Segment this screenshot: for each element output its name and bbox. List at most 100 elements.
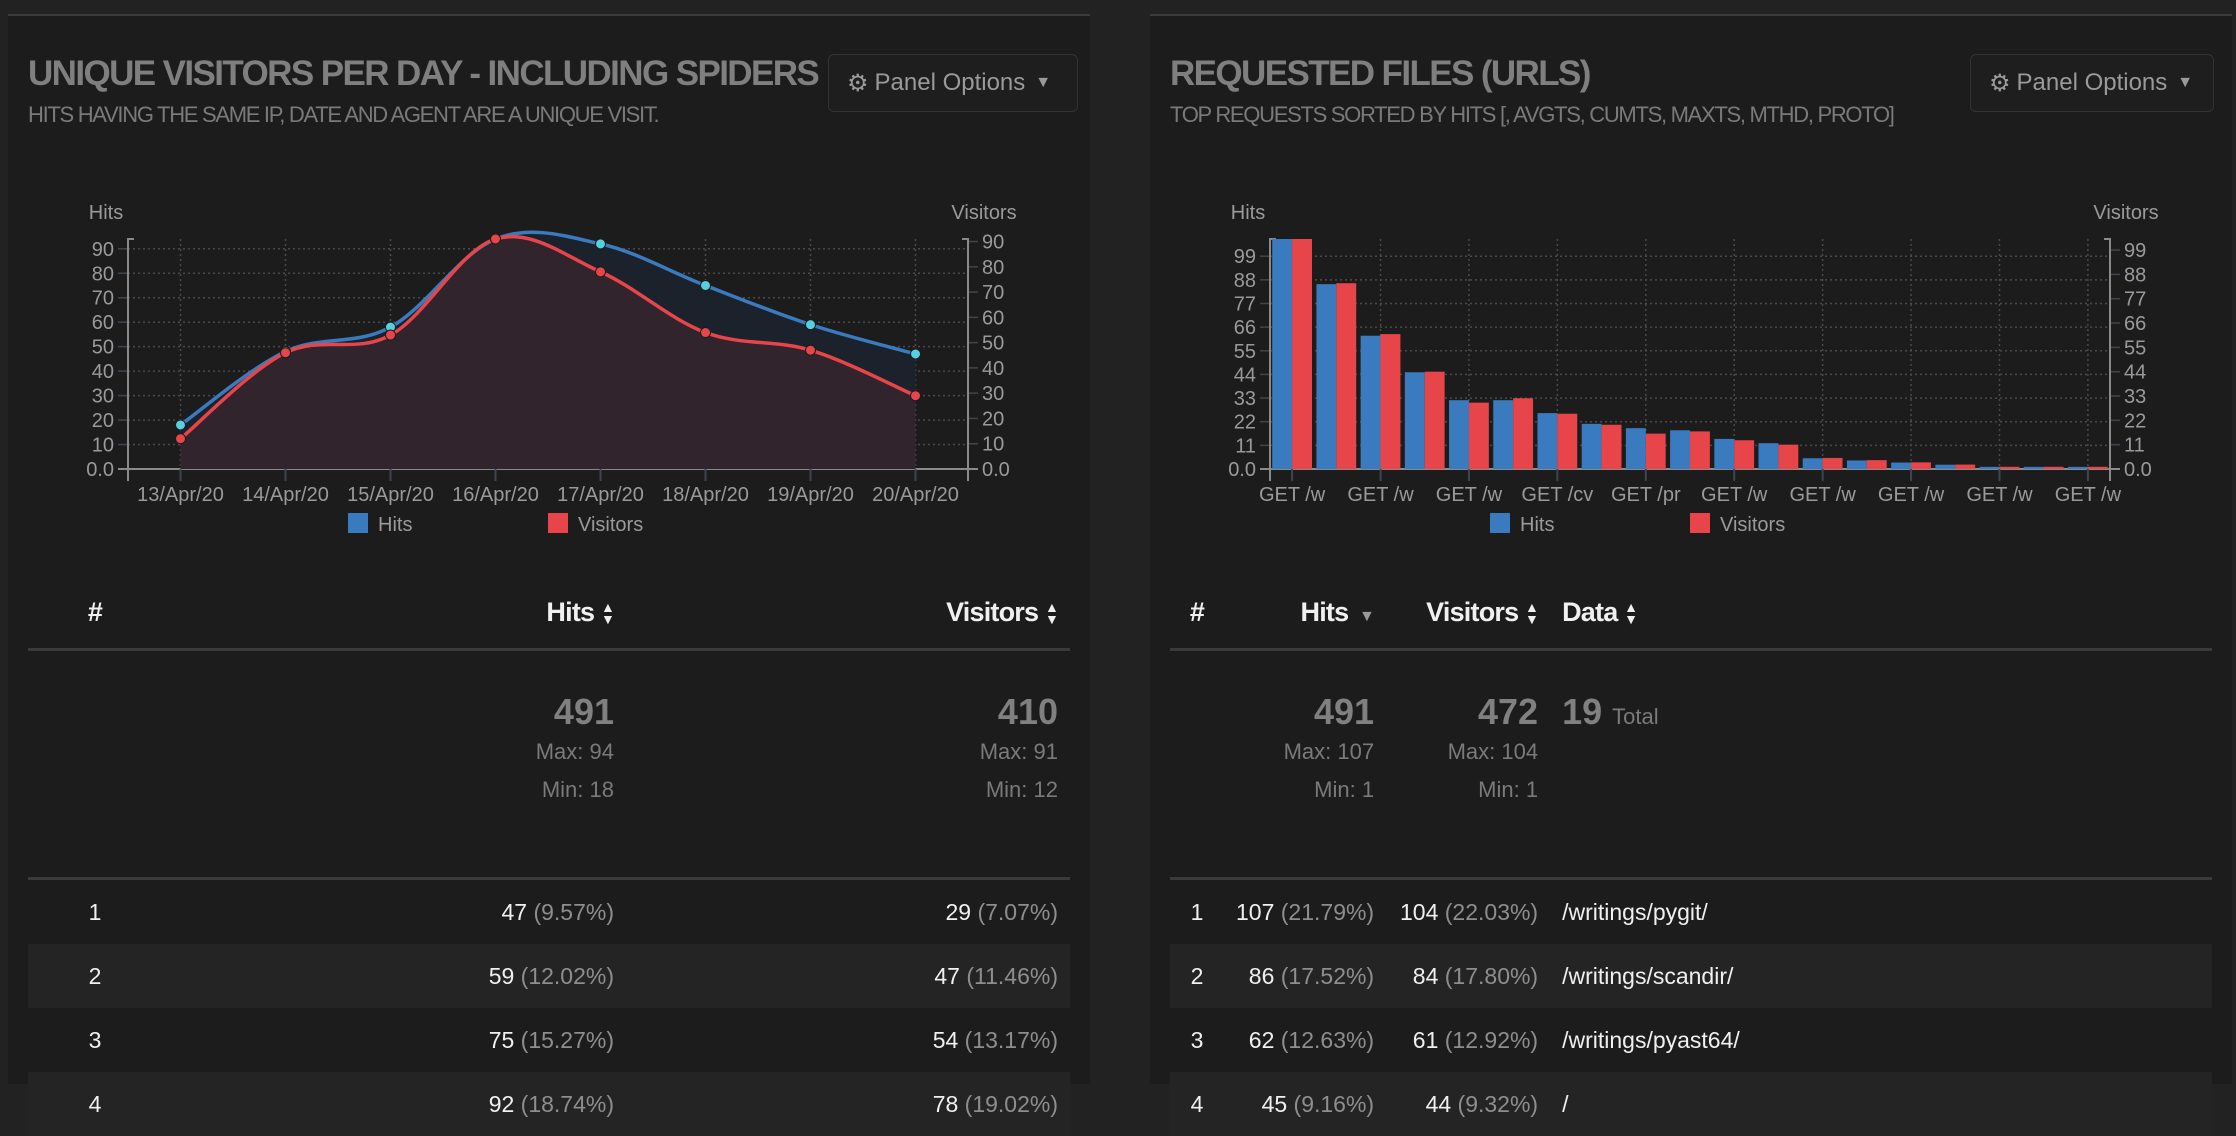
- bar-hits: [1360, 335, 1381, 469]
- hits-total: 491: [1314, 691, 1375, 732]
- y2-tick-label: 80: [982, 257, 1004, 279]
- y-tick-label: 60: [92, 312, 114, 334]
- bar-visitors: [1292, 239, 1312, 469]
- visitors-total: 410: [997, 691, 1058, 732]
- bar-hits: [1846, 460, 1867, 469]
- row-visitors: 44 (9.32%): [1386, 1072, 1551, 1136]
- column-header-visitors[interactable]: Visitors ▲ ▼: [1386, 576, 1551, 651]
- column-header-data[interactable]: Data ▲ ▼: [1550, 576, 2212, 651]
- y2-tick-label: 77: [2124, 289, 2146, 311]
- caret-down-icon: ▼: [1035, 74, 1052, 91]
- bar-hits: [1802, 458, 1823, 469]
- row-index: 4: [28, 1072, 162, 1136]
- x-tick-label: GET /w: [1436, 484, 1503, 506]
- table-row[interactable]: 3 75 (15.27%) 54 (13.17%): [28, 1008, 1070, 1072]
- table-row[interactable]: 4 92 (18.74%) 78 (19.02%): [28, 1072, 1070, 1136]
- column-header-hits[interactable]: Hits ▲ ▼: [162, 576, 626, 651]
- panel-title: REQUESTED FILES (URLS): [1170, 54, 1591, 93]
- legend-swatch-visitors: [548, 513, 568, 533]
- column-header-hits[interactable]: Hits ▼: [1224, 576, 1387, 651]
- row-index: 2: [1170, 944, 1224, 1008]
- sort-desc-icon: ▼: [1359, 607, 1375, 625]
- bar-visitors: [1955, 464, 1976, 469]
- y2-tick-label: 33: [2124, 386, 2146, 408]
- bar-hits: [1581, 423, 1602, 469]
- table-row[interactable]: 4 45 (9.16%) 44 (9.32%) /: [1170, 1072, 2212, 1136]
- bar-hits: [1404, 372, 1425, 469]
- sort-icon: ▲ ▼: [1525, 599, 1539, 628]
- row-hits: 86 (17.52%): [1224, 944, 1387, 1008]
- data-point-hits: [910, 348, 921, 360]
- legend-swatch-visitors: [1690, 513, 1710, 533]
- table-header-row: # Hits ▼ Visitors ▲ ▼ Data ▲ ▼: [1170, 576, 2212, 651]
- x-tick-label: GET /w: [2055, 484, 2122, 506]
- y-tick-label: 77: [1234, 293, 1256, 315]
- y2-tick-label: 30: [982, 383, 1004, 405]
- bar-visitors: [2087, 466, 2108, 469]
- column-header-visitors[interactable]: Visitors ▲ ▼: [626, 576, 1070, 651]
- bar-visitors: [1513, 398, 1534, 469]
- summary-row: 491 Max: 94 Min: 18 410 Max: 91 Min: 12: [28, 649, 1070, 880]
- panel-options-button[interactable]: ⚙ Panel Options ▼: [1970, 54, 2214, 112]
- bar-visitors: [1468, 402, 1489, 469]
- y-tick-label: 50: [92, 337, 114, 359]
- row-data: /writings/pyast64/: [1562, 1026, 1740, 1053]
- table-row[interactable]: 2 86 (17.52%) 84 (17.80%)/writings/scand…: [1170, 944, 2212, 1008]
- y2-axis-line: [962, 238, 969, 481]
- y-tick-label: 0.0: [1228, 459, 1256, 481]
- panel-title: UNIQUE VISITORS PER DAY - INCLUDING SPID…: [28, 54, 820, 93]
- bar-hits: [1316, 284, 1337, 469]
- table-row[interactable]: 2 59 (12.02%) 47 (11.46%): [28, 944, 1070, 1008]
- y2-axis-line: [2104, 238, 2111, 481]
- bar-visitors: [1690, 431, 1710, 469]
- row-index: 4: [1170, 1072, 1224, 1136]
- gear-icon: ⚙: [847, 69, 869, 97]
- column-header-index: #: [28, 576, 162, 651]
- bar-hits: [2023, 466, 2044, 469]
- bar-hits: [1537, 413, 1558, 469]
- bar-visitors: [1557, 413, 1578, 469]
- x-tick-label: 19/Apr/20: [767, 484, 854, 506]
- x-tick-label: GET /w: [1347, 484, 1414, 506]
- unique-visitors-panel: UNIQUE VISITORS PER DAY - INCLUDING SPID…: [8, 14, 1090, 1136]
- line-visitors: [179, 234, 917, 441]
- data-total: 19 Total: [1562, 691, 1659, 732]
- bar-visitors: [1911, 462, 1931, 469]
- column-header-index: #: [1170, 576, 1224, 651]
- y-tick-label: 88: [1234, 270, 1256, 292]
- row-hits: 45 (9.16%): [1224, 1072, 1387, 1136]
- y-tick-label: 22: [1234, 412, 1256, 434]
- x-tick-label: 20/Apr/20: [872, 484, 959, 506]
- y-tick-label: 10: [92, 435, 114, 457]
- row-hits: 47 (9.57%): [501, 898, 614, 925]
- x-tick-label: GET /w: [1789, 484, 1856, 506]
- table-row[interactable]: 1 47 (9.57%) 29 (7.07%): [28, 879, 1070, 945]
- y2-tick-label: 88: [2124, 264, 2146, 286]
- y-axis-line: [127, 238, 134, 481]
- visitors-total: 472: [1478, 691, 1539, 732]
- hits-min: Min: 1: [1314, 777, 1375, 802]
- hits-max: Max: 107: [1283, 739, 1375, 764]
- row-hits: 107 (21.79%): [1236, 898, 1375, 925]
- table-row[interactable]: 3 62 (12.63%) 61 (12.92%) /writings/pyast…: [1170, 1008, 2212, 1072]
- data-point-visitors: [490, 233, 501, 245]
- row-visitors: 78 (19.02%): [626, 1072, 1070, 1136]
- bar-hits: [1979, 466, 2000, 469]
- bar-hits: [1935, 464, 1956, 469]
- panel-options-button[interactable]: ⚙ Panel Options ▼: [828, 54, 1078, 112]
- bar-hits: [1493, 400, 1514, 469]
- row-data: /writings/scandir/: [1550, 944, 2212, 1008]
- visitors-min: Min: 12: [985, 777, 1058, 802]
- sort-icon: ▲ ▼: [600, 599, 615, 628]
- x-tick-label: GET /w: [1878, 484, 1945, 506]
- y2-tick-label: 50: [982, 333, 1004, 355]
- data-point-visitors: [910, 390, 921, 402]
- row-hits: 62 (12.63%): [1248, 1026, 1375, 1053]
- y2-tick-label: 66: [2124, 313, 2146, 335]
- table-row[interactable]: 1 107 (21.79%) 104 (22.03%) /writings/pyg…: [1170, 879, 2212, 945]
- y2-tick-label: 99: [2124, 240, 2146, 262]
- bar-visitors: [1822, 457, 1843, 469]
- row-visitors: 104 (22.03%): [1400, 898, 1539, 925]
- y2-tick-label: 20: [982, 408, 1004, 430]
- bar-visitors: [1734, 440, 1755, 469]
